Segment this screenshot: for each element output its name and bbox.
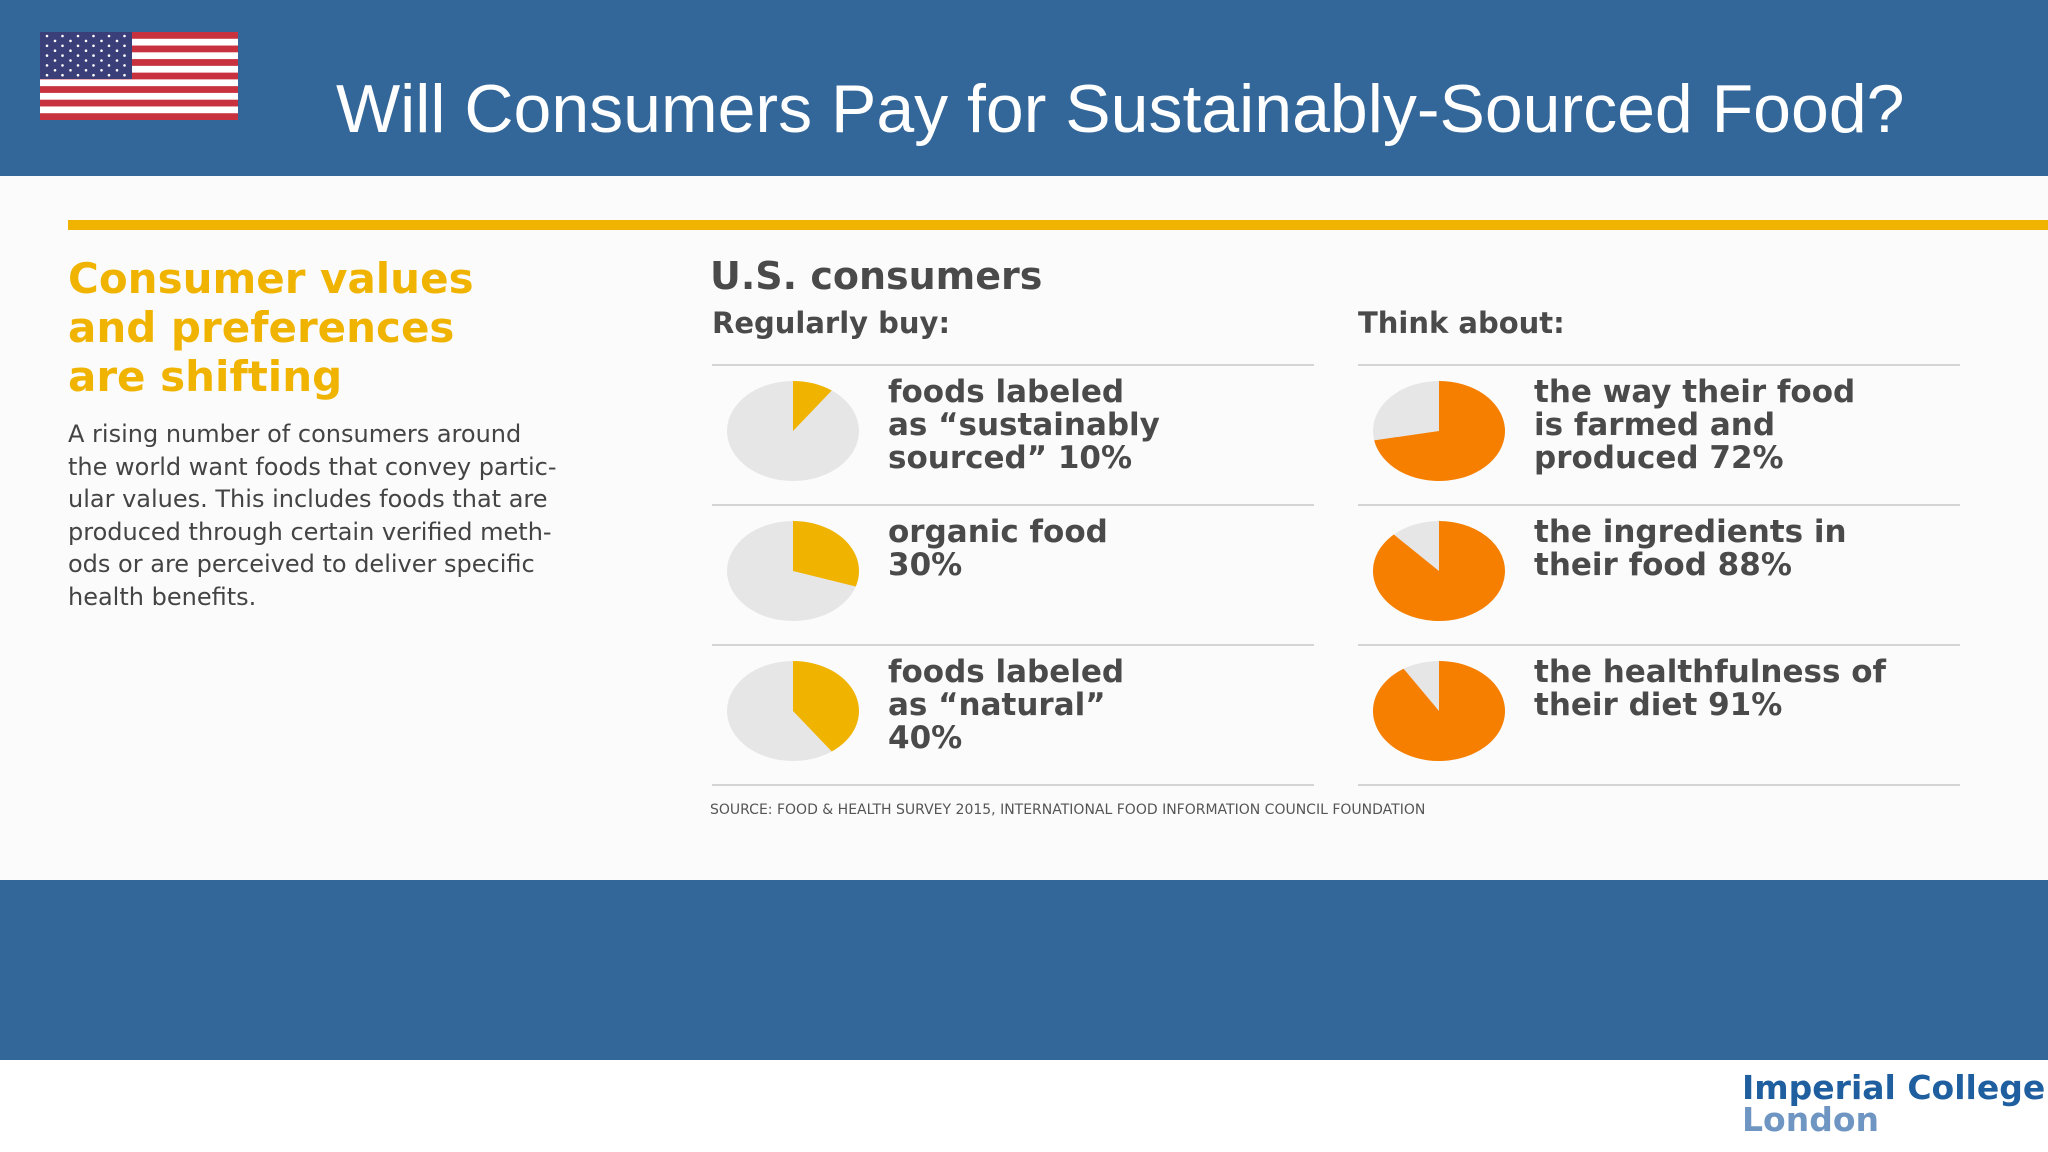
logo-line: London <box>1742 1100 1879 1139</box>
infographic-panel <box>0 176 2048 880</box>
pie-label-line: their food 88% <box>1534 547 1792 583</box>
pie-label-line: foods labeled <box>888 374 1125 410</box>
pie-label-line: foods labeled <box>888 654 1125 690</box>
pie-label-line: produced 72% <box>1534 440 1784 476</box>
chart-title: U.S. consumers <box>710 254 1043 298</box>
pie-label: the ingredients in their food 88% <box>1534 516 1847 582</box>
source-note: SOURCE: FOOD & HEALTH SURVEY 2015, INTER… <box>710 802 1426 818</box>
heading-line: Consumer values <box>68 254 474 303</box>
row-divider <box>1358 504 1960 506</box>
pie-slice <box>793 521 859 587</box>
pie-label: organic food 30% <box>888 516 1108 582</box>
heading-line: are shifting <box>68 352 343 401</box>
pie-label-line: the ingredients in <box>1534 514 1847 550</box>
pie-label-line: 30% <box>888 547 963 583</box>
description-line: A rising number of consumers around <box>68 420 522 448</box>
pie-slice <box>793 381 832 431</box>
pie-chart <box>1373 381 1506 481</box>
pie-slice <box>793 661 859 752</box>
pie-chart <box>727 521 859 621</box>
heading-line: and preferences <box>68 303 455 352</box>
row-divider <box>712 504 1314 506</box>
slide-title: Will Consumers Pay for Sustainably-Sourc… <box>336 71 1905 147</box>
description-line: the world want foods that convey partic- <box>68 452 557 481</box>
pie-label: foods labeled as “sustainably sourced” 10% <box>888 376 1160 475</box>
pie-slice <box>1372 521 1505 621</box>
pie-label-line: their diet 91% <box>1534 687 1783 723</box>
pie-slice <box>1374 381 1506 481</box>
infographic-description: A rising number of consumers around the … <box>68 418 668 613</box>
pie-label: the way their food is farmed and produced … <box>1534 376 1855 475</box>
gold-divider <box>68 220 2048 230</box>
pie-label: foods labeled as “natural” 40% <box>888 656 1124 755</box>
description-line: health benefits. <box>68 582 257 611</box>
column-heading-regularly-buy: Regularly buy: <box>712 306 951 340</box>
pie-slice <box>1372 661 1505 761</box>
pie-label-line: the healthfulness of <box>1534 654 1886 690</box>
pie-chart <box>727 661 859 761</box>
description-line: produced through certain verified meth- <box>68 517 552 546</box>
us-flag-icon <box>40 32 238 120</box>
description-line: ods or are perceived to deliver specific <box>68 550 535 578</box>
row-divider <box>1358 364 1960 366</box>
logo-line: Imperial College <box>1742 1068 2046 1107</box>
pie-label: the healthfulness of their diet 91% <box>1534 656 1886 722</box>
pie-label-line: as “natural” <box>888 687 1106 723</box>
pie-label-line: is farmed and <box>1534 407 1776 443</box>
header-bar: Will Consumers Pay for Sustainably-Sourc… <box>0 0 2048 176</box>
pie-chart <box>727 381 859 481</box>
footer-band <box>0 880 2048 1060</box>
pie-chart <box>1372 661 1505 761</box>
row-divider <box>712 784 1314 786</box>
row-divider <box>1358 644 1960 646</box>
row-divider <box>712 644 1314 646</box>
description-line: ular values. This includes foods that ar… <box>68 485 548 513</box>
row-divider <box>712 364 1314 366</box>
pie-label-line: 40% <box>888 720 963 756</box>
pie-label-line: as “sustainably <box>888 407 1160 443</box>
column-heading-think-about: Think about: <box>1358 306 1565 340</box>
pie-chart <box>1372 521 1505 621</box>
pie-label-line: the way their food <box>1534 374 1856 410</box>
pie-label-line: organic food <box>888 514 1108 550</box>
imperial-college-logo: Imperial College London <box>1742 1068 2046 1139</box>
row-divider <box>1358 784 1960 786</box>
infographic-heading: Consumer values and preferences are shif… <box>68 254 474 401</box>
pie-label-line: sourced” 10% <box>888 440 1133 476</box>
